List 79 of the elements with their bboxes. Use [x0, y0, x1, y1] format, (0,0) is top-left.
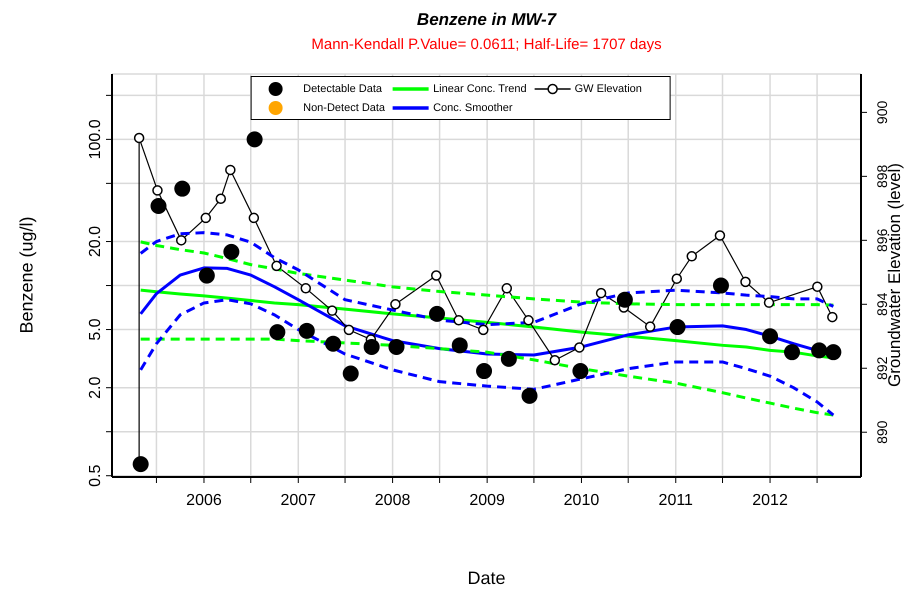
- point: [246, 131, 263, 148]
- line-series: [139, 298, 835, 417]
- x-tick-label: 2012: [752, 492, 788, 509]
- point: [326, 305, 338, 316]
- point: [248, 212, 260, 224]
- point: [429, 306, 446, 322]
- point: [176, 235, 186, 246]
- y-tick-label: 0.5: [87, 464, 104, 487]
- legend-label: Linear Conc. Trend: [433, 82, 527, 94]
- point: [271, 260, 282, 272]
- legend-label: GW Elevation: [574, 82, 642, 94]
- point: [550, 355, 560, 366]
- point: [764, 297, 774, 308]
- x-tick-label: 2007: [280, 492, 316, 509]
- point: [364, 338, 380, 355]
- point: [152, 185, 163, 196]
- point: [150, 198, 167, 214]
- point: [784, 344, 800, 360]
- point: [388, 338, 404, 355]
- y2-tick-label: 890: [874, 420, 890, 444]
- point: [453, 315, 464, 326]
- point: [596, 288, 606, 298]
- x-tick-label: 2011: [658, 492, 694, 509]
- point: [812, 281, 823, 292]
- point: [827, 312, 838, 322]
- point: [452, 337, 468, 354]
- y2-tick-label: 894: [874, 292, 890, 316]
- point: [740, 276, 751, 288]
- legend-label: Conc. Smoother: [433, 102, 513, 114]
- chart-title: Benzene in MW-7: [416, 10, 558, 30]
- y-tick-label: 100.0: [87, 119, 104, 160]
- line-series: [139, 240, 835, 307]
- y-tick-label: 20.0: [87, 226, 104, 258]
- point: [198, 268, 215, 284]
- y2-tick-label: 900: [874, 100, 890, 124]
- chart-subtitle: Mann-Kendall P.Value= 0.0611; Half-Life= 1707 days: [310, 36, 663, 53]
- x-tick-label: 2010: [564, 492, 600, 509]
- point: [670, 319, 686, 336]
- point: [574, 342, 585, 353]
- point: [762, 328, 778, 344]
- point: [431, 270, 442, 281]
- y-axis-title: Benzene (ug/l): [16, 216, 38, 334]
- point: [200, 212, 212, 224]
- point: [390, 299, 401, 310]
- y-tick-label: 2.0: [87, 376, 104, 399]
- x-axis-title: Date: [466, 568, 507, 589]
- point: [712, 278, 729, 294]
- point: [269, 324, 286, 340]
- x-tick-label: 2006: [186, 492, 222, 509]
- point: [134, 132, 144, 144]
- point: [225, 164, 236, 176]
- x-tick-label: 2009: [469, 492, 506, 509]
- point: [811, 342, 828, 358]
- y-tick-label: 5.0: [87, 318, 104, 341]
- point: [223, 244, 240, 260]
- point: [644, 321, 656, 332]
- point: [325, 336, 342, 352]
- legend-label: Detectable Data: [303, 82, 382, 94]
- point: [714, 230, 726, 241]
- point: [344, 324, 354, 336]
- point: [572, 363, 588, 380]
- point: [174, 180, 190, 197]
- point: [686, 251, 698, 262]
- point: [825, 344, 842, 360]
- point: [476, 363, 492, 380]
- legend-label: Non-Detect Data: [303, 102, 386, 114]
- point: [132, 456, 149, 472]
- point: [522, 388, 538, 404]
- point: [502, 283, 512, 294]
- point: [523, 315, 534, 326]
- point: [298, 322, 315, 339]
- point: [300, 283, 312, 294]
- point: [672, 273, 682, 284]
- point: [500, 350, 517, 367]
- point: [216, 193, 226, 204]
- point: [616, 292, 633, 308]
- x-tick-label: 2008: [374, 492, 410, 509]
- point: [342, 366, 359, 382]
- point: [478, 324, 489, 336]
